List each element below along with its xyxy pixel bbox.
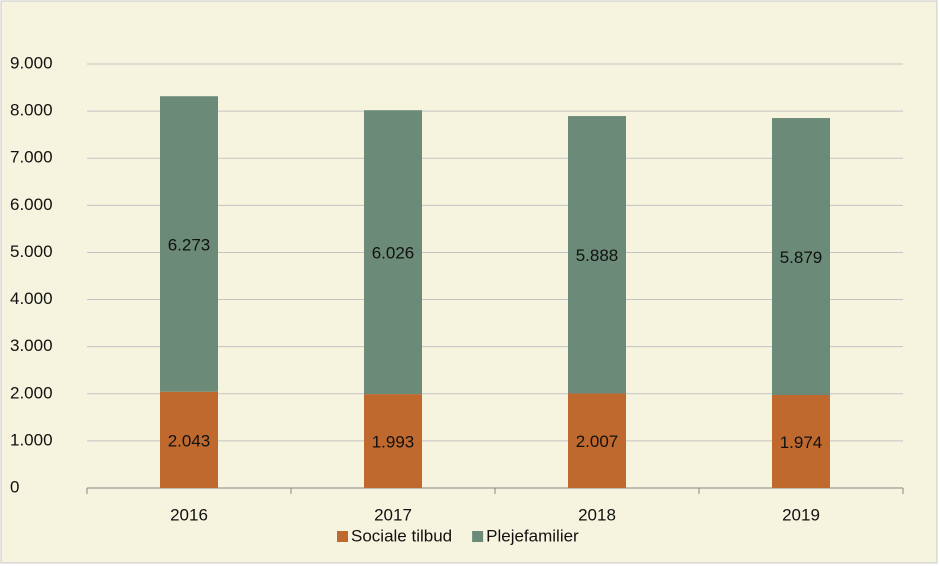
bar-segment [568, 116, 626, 394]
y-tick-label: 1.000 [10, 430, 53, 449]
bar-segment [568, 393, 626, 488]
y-tick-label: 2.000 [10, 383, 53, 402]
legend-swatch [472, 531, 484, 542]
y-tick-label: 8.000 [10, 101, 53, 120]
data-label: 1.974 [780, 433, 823, 452]
x-tick-label: 2017 [374, 505, 412, 524]
y-tick-label: 6.000 [10, 195, 53, 214]
y-tick-label: 4.000 [10, 289, 53, 308]
bar-segment [160, 96, 218, 392]
bar-segment [772, 118, 830, 396]
data-label: 1.993 [372, 433, 415, 452]
data-label: 5.888 [576, 246, 619, 265]
x-tick-label: 2018 [578, 505, 616, 524]
data-label: 6.026 [372, 244, 415, 263]
data-label: 2.043 [168, 431, 211, 450]
data-label: 5.879 [780, 248, 823, 267]
y-tick-label: 5.000 [10, 242, 53, 261]
bar-segment [364, 110, 422, 395]
x-tick-label: 2019 [782, 505, 820, 524]
y-tick-label: 0 [10, 477, 19, 496]
bar-segment [160, 391, 218, 488]
legend-label: Sociale tilbud [351, 526, 452, 545]
data-label: 2.007 [576, 432, 619, 451]
data-label: 6.273 [168, 235, 211, 254]
legend-swatch [337, 531, 348, 542]
x-tick-label: 2016 [170, 505, 208, 524]
y-tick-label: 7.000 [10, 148, 53, 167]
bar-segment [772, 395, 830, 488]
y-tick-label: 9.000 [10, 53, 53, 72]
bar-segment [364, 394, 422, 488]
legend-label: Plejefamilier [486, 526, 579, 545]
y-tick-label: 3.000 [10, 336, 53, 355]
